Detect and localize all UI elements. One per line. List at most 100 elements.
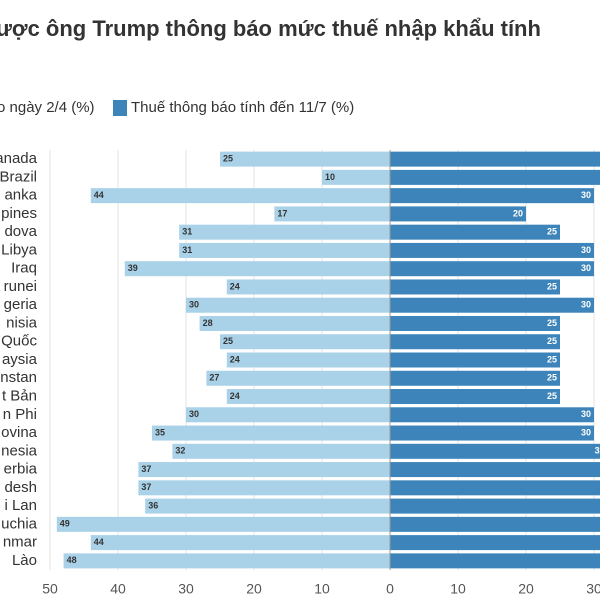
bar [152,425,390,441]
bar [390,516,600,532]
value-label: 31 [182,227,192,237]
bar [390,443,600,459]
bar [390,535,600,551]
bar [390,297,594,313]
value-label: 35 [155,427,165,437]
x-tick-label: 0 [386,581,394,597]
bar [145,498,390,514]
value-label: 25 [547,281,557,291]
x-tick-label: 10 [450,581,466,597]
bar [206,370,390,386]
x-tick-label: 10 [314,581,330,597]
x-tick-label: 40 [110,581,126,597]
value-label: 25 [547,354,557,364]
bar [220,151,390,167]
value-label: 24 [230,354,240,364]
value-label: 25 [547,391,557,401]
value-label: 30 [581,190,591,200]
bar [390,407,594,423]
bar [390,480,600,496]
category-label: uchia [1,515,38,532]
category-label: aysia [2,351,38,368]
x-tick-label: 50 [42,581,58,597]
chart-title: ược ông Trump thông báo mức thuế nhập kh… [0,16,541,41]
x-tick-label: 30 [586,581,600,597]
bar [138,480,390,496]
value-label: 30 [581,263,591,273]
value-label: 32 [595,446,600,456]
value-label: 25 [547,373,557,383]
category-label: Quốc [1,333,37,350]
bar [220,334,390,350]
value-label: 49 [60,519,70,529]
bar [390,334,560,350]
value-label: 25 [547,336,557,346]
category-label: Brazil [0,168,37,185]
value-label: 30 [581,409,591,419]
bar [390,425,594,441]
bar [390,169,600,185]
category-label: geria [4,296,38,313]
category-label: pines [1,205,37,222]
category-label: Iraq [11,260,37,277]
bar [274,206,390,222]
value-label: 28 [203,318,213,328]
value-label: 30 [189,300,199,310]
bar [390,352,560,368]
value-label: 25 [223,336,233,346]
bar [226,279,390,295]
bar [226,352,390,368]
value-label: 39 [128,263,138,273]
bar [390,389,560,405]
bar [390,206,526,222]
category-label: erbia [4,461,38,478]
category-label: anada [0,150,38,167]
bar [124,261,391,277]
category-label: nstan [0,369,37,386]
value-label: 27 [209,373,219,383]
x-tick-label: 20 [518,581,534,597]
value-label: 25 [547,227,557,237]
value-label: 31 [182,245,192,255]
value-label: 37 [141,482,151,492]
bar [390,151,600,167]
value-label: 20 [513,208,523,218]
category-label: anka [4,187,37,204]
value-label: 30 [581,300,591,310]
category-label: i Lan [4,497,37,514]
bar [390,279,560,295]
value-label: 30 [189,409,199,419]
value-label: 24 [230,391,240,401]
bar [179,242,390,258]
value-label: 37 [141,464,151,474]
value-label: 30 [581,245,591,255]
category-label: Lào [12,552,37,569]
value-label: 25 [547,318,557,328]
value-label: 24 [230,281,240,291]
bar [90,188,391,204]
value-label: 36 [148,500,158,510]
bar [390,242,594,258]
category-label: t Bản [2,387,37,404]
legend-label: o ngày 2/4 (%) [0,99,95,116]
category-label: runei [4,278,37,295]
bar [63,553,390,569]
bar [172,443,390,459]
value-label: 25 [223,154,233,164]
category-label: nesia [1,442,38,459]
value-label: 30 [581,427,591,437]
value-label: 44 [94,190,104,200]
category-label: desh [4,479,37,496]
value-label: 10 [325,172,335,182]
value-label: 44 [94,537,104,547]
bar [390,224,560,240]
x-tick-label: 30 [178,581,194,597]
bar [390,553,600,569]
bar [56,516,391,532]
bar [90,535,391,551]
legend-label: Thuế thông báo tính đến 11/7 (%) [131,99,354,116]
bar [186,407,390,423]
bar [390,188,594,204]
bar [138,462,390,478]
bar [179,224,390,240]
